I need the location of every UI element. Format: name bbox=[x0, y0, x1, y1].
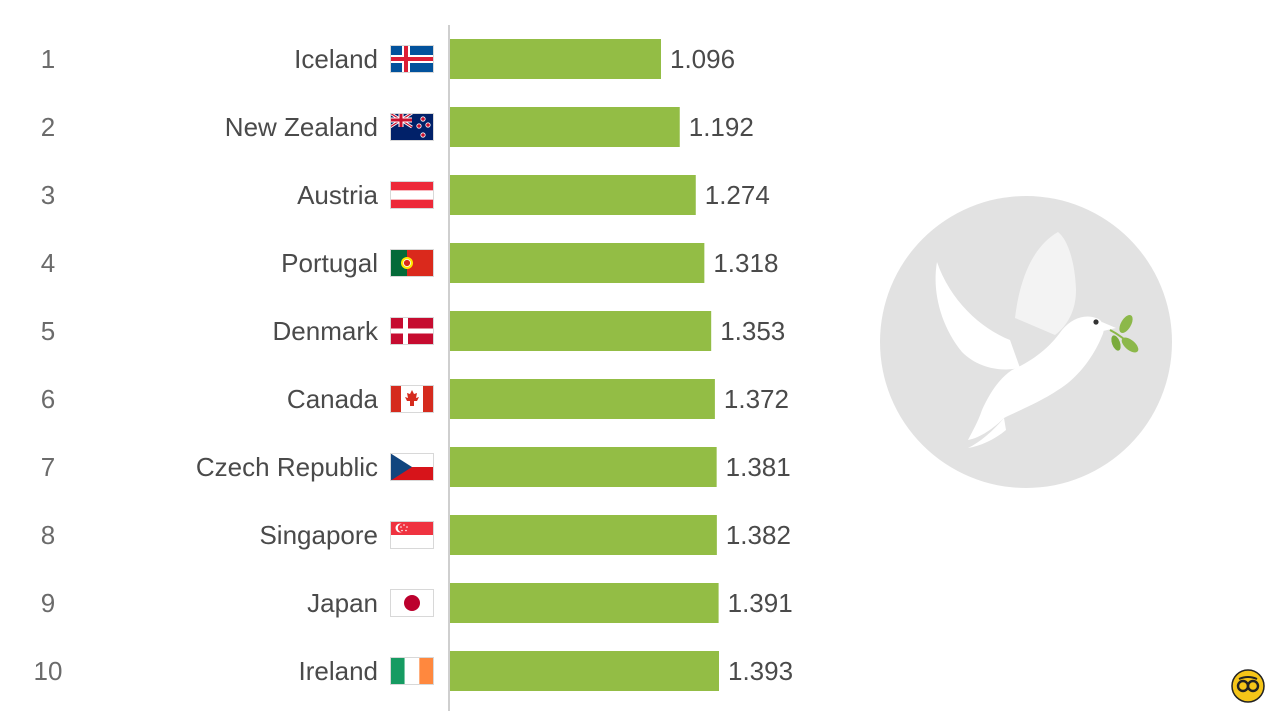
bar bbox=[450, 107, 680, 147]
bar bbox=[450, 175, 696, 215]
rank-label: 5 bbox=[41, 316, 55, 346]
value-label: 1.382 bbox=[726, 520, 791, 550]
rank-label: 10 bbox=[34, 656, 63, 686]
rank-label: 9 bbox=[41, 588, 55, 618]
rank-label: 2 bbox=[41, 112, 55, 142]
country-label: Singapore bbox=[259, 520, 378, 550]
rank-label: 8 bbox=[41, 520, 55, 550]
country-label: Ireland bbox=[299, 656, 379, 686]
dove-with-olive-branch-icon bbox=[880, 196, 1172, 488]
country-label: Portugal bbox=[281, 248, 378, 278]
bar bbox=[450, 311, 712, 351]
bar bbox=[450, 379, 715, 419]
ireland-flag-icon bbox=[390, 657, 434, 685]
country-label: Iceland bbox=[294, 44, 378, 74]
bar bbox=[450, 243, 705, 283]
bar bbox=[450, 515, 717, 555]
austria-flag-icon bbox=[390, 181, 434, 209]
rank-label: 1 bbox=[41, 44, 55, 74]
portugal-flag-icon bbox=[390, 249, 434, 277]
country-label: Austria bbox=[297, 180, 378, 210]
japan-flag-icon bbox=[390, 589, 434, 617]
bar bbox=[450, 39, 661, 79]
new-zealand-flag-icon bbox=[390, 113, 434, 141]
country-label: Canada bbox=[287, 384, 379, 414]
value-label: 1.381 bbox=[726, 452, 791, 482]
value-label: 1.096 bbox=[670, 44, 735, 74]
country-label: Denmark bbox=[273, 316, 379, 346]
rank-label: 6 bbox=[41, 384, 55, 414]
bar bbox=[450, 651, 719, 691]
value-label: 1.274 bbox=[705, 180, 770, 210]
rank-label: 7 bbox=[41, 452, 55, 482]
value-label: 1.372 bbox=[724, 384, 789, 414]
value-label: 1.318 bbox=[713, 248, 778, 278]
country-label: New Zealand bbox=[225, 112, 378, 142]
value-label: 1.192 bbox=[689, 112, 754, 142]
country-label: Japan bbox=[307, 588, 378, 618]
value-label: 1.391 bbox=[728, 588, 793, 618]
singapore-flag-icon bbox=[390, 521, 434, 549]
value-label: 1.353 bbox=[720, 316, 785, 346]
canada-flag-icon bbox=[390, 385, 434, 413]
denmark-flag-icon bbox=[390, 317, 434, 345]
iceland-flag-icon bbox=[390, 45, 434, 73]
country-label: Czech Republic bbox=[196, 452, 378, 482]
value-label: 1.393 bbox=[728, 656, 793, 686]
bar bbox=[450, 447, 717, 487]
bar bbox=[450, 583, 719, 623]
czech-republic-flag-icon bbox=[390, 453, 434, 481]
rank-label: 4 bbox=[41, 248, 55, 278]
rank-label: 3 bbox=[41, 180, 55, 210]
watermark-logo-icon bbox=[1231, 669, 1265, 703]
